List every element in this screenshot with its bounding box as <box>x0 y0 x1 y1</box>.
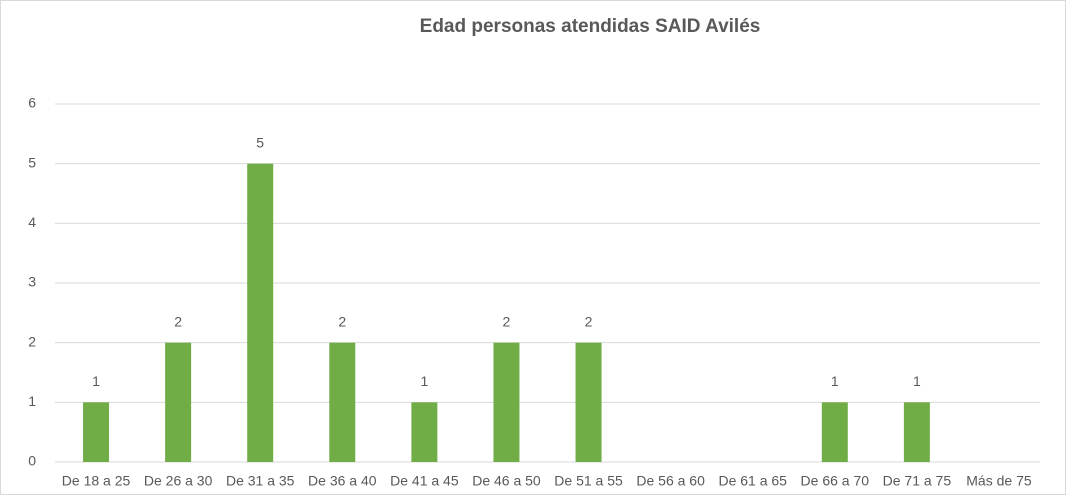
data-label: 2 <box>585 313 593 329</box>
bar <box>575 342 602 462</box>
y-tick-label: 4 <box>28 214 36 230</box>
bar <box>493 342 520 462</box>
x-tick-label: De 46 a 50 <box>472 473 541 489</box>
x-tick-label: De 71 a 75 <box>883 473 952 489</box>
data-label: 2 <box>503 313 511 329</box>
data-label: 1 <box>92 373 100 389</box>
data-label: 2 <box>338 313 346 329</box>
bar <box>165 342 192 462</box>
data-label: 2 <box>174 313 182 329</box>
x-tick-label: De 18 a 25 <box>62 473 131 489</box>
x-tick-label: De 26 a 30 <box>144 473 213 489</box>
data-label: 1 <box>831 373 839 389</box>
x-tick-label: Más de 75 <box>966 473 1032 489</box>
x-tick-label: De 61 a 65 <box>718 473 787 489</box>
x-tick-label: De 31 a 35 <box>226 473 295 489</box>
y-tick-label: 0 <box>28 453 36 469</box>
bar <box>821 402 848 462</box>
bar <box>247 163 274 462</box>
y-tick-label: 2 <box>28 333 36 349</box>
y-tick-label: 6 <box>28 95 36 111</box>
x-tick-label: De 66 a 70 <box>801 473 870 489</box>
y-tick-label: 1 <box>28 393 36 409</box>
x-tick-label: De 56 a 60 <box>636 473 705 489</box>
y-tick-label: 5 <box>28 154 36 170</box>
data-label: 5 <box>256 134 264 150</box>
chart-title: Edad personas atendidas SAID Avilés <box>420 16 761 37</box>
x-tick-label: De 41 a 45 <box>390 473 459 489</box>
y-tick-label: 3 <box>28 274 36 290</box>
x-tick-label: De 36 a 40 <box>308 473 377 489</box>
x-tick-label: De 51 a 55 <box>554 473 623 489</box>
bar <box>83 402 110 462</box>
bar <box>411 402 438 462</box>
bar <box>903 402 930 462</box>
data-label: 1 <box>420 373 428 389</box>
bar <box>329 342 356 462</box>
data-label: 1 <box>913 373 921 389</box>
